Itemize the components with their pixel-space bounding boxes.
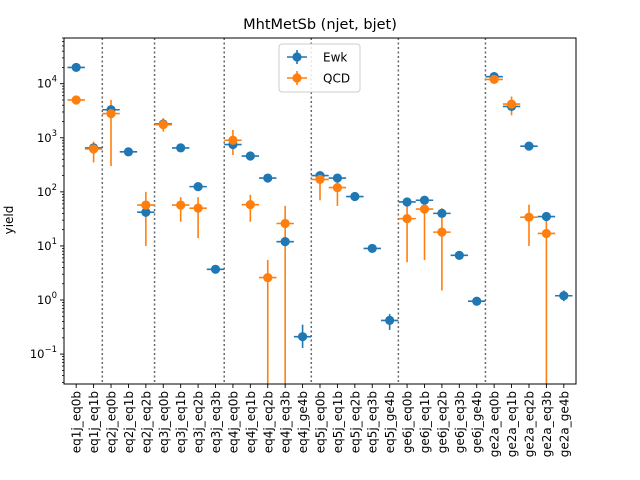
- legend-marker: [292, 52, 302, 62]
- x-tick-label: eq3j_eq1b: [174, 391, 188, 453]
- data-point: [385, 315, 395, 325]
- x-tick-label: eq3j_eq0b: [157, 391, 171, 453]
- data-point: [245, 151, 255, 161]
- x-tick-label: ge6j_eq2b: [435, 391, 449, 453]
- y-tick-label: 103: [37, 129, 57, 145]
- y-axis-label: yield: [2, 206, 16, 235]
- x-tick-label: eq4j_eq2b: [261, 391, 275, 453]
- data-point: [263, 173, 273, 183]
- y-axis: 10−1 100 101 102 103 104: [30, 37, 64, 383]
- x-tick-label: eq1j_eq1b: [87, 391, 101, 453]
- data-point: [158, 120, 168, 130]
- x-tick-label: ge2a_eq1b: [505, 391, 519, 457]
- data-point: [454, 250, 464, 260]
- data-point: [193, 203, 203, 213]
- y-tick-label: 101: [37, 237, 57, 253]
- error-bars: [67, 66, 573, 384]
- data-point: [332, 182, 343, 193]
- group-separators: [101, 38, 487, 384]
- data-point: [437, 208, 447, 218]
- x-tick-label: eq3j_eq3b: [209, 391, 223, 453]
- data-point: [71, 95, 81, 105]
- data-point: [210, 264, 221, 274]
- legend-label: Ewk: [323, 51, 347, 65]
- data-point: [228, 135, 238, 145]
- data-point: [280, 237, 290, 247]
- data-point: [419, 204, 430, 214]
- data-point: [315, 174, 325, 184]
- x-tick-label: ge2a_eq3b: [540, 391, 554, 457]
- legend-label: QCD: [323, 72, 350, 86]
- data-point: [280, 218, 290, 229]
- x-tick-label: ge6j_eq1b: [418, 391, 432, 453]
- x-tick-label: ge2a_eq0b: [488, 391, 502, 457]
- x-tick-label: eq2j_eq0b: [105, 391, 119, 453]
- data-point: [332, 173, 343, 183]
- y-tick-label: 100: [37, 291, 57, 307]
- x-axis: eq1j_eq0b eq1j_eq1b eq2j_eq0b eq2j_eq1b eq2j…: [70, 384, 571, 457]
- x-tick-label: eq4j_ge4b: [296, 391, 310, 453]
- x-tick-label: eq5j_eq3b: [366, 391, 380, 453]
- data-point: [350, 191, 360, 202]
- data-point: [141, 207, 151, 217]
- x-tick-label: eq3j_eq2b: [192, 391, 206, 453]
- data-point: [541, 211, 551, 222]
- data-point: [89, 144, 99, 154]
- y-tick-label: 10−1: [30, 345, 57, 361]
- data-point: [541, 228, 551, 239]
- x-tick-label: eq5j_eq2b: [348, 391, 362, 453]
- x-tick-label: ge6j_eq0b: [401, 391, 415, 453]
- data-point: [524, 141, 534, 151]
- data-point: [506, 99, 517, 109]
- x-tick-label: eq5j_ge4b: [383, 391, 397, 453]
- x-tick-label: eq4j_eq3b: [279, 391, 293, 453]
- data-point: [402, 197, 412, 207]
- x-tick-label: eq1j_eq0b: [70, 391, 84, 453]
- x-tick-label: eq4j_eq1b: [244, 391, 258, 453]
- legend-marker: [292, 73, 302, 83]
- x-tick-label: eq5j_eq0b: [314, 391, 328, 453]
- x-tick-label: eq5j_eq1b: [331, 391, 345, 453]
- x-tick-label: ge6j_ge4b: [470, 391, 484, 453]
- data-point: [419, 195, 430, 205]
- data-point: [297, 332, 308, 342]
- y-tick-label: 102: [37, 183, 57, 199]
- x-tick-label: ge2a_eq2b: [522, 391, 536, 457]
- data-point: [123, 147, 134, 157]
- data-point: [367, 243, 377, 254]
- data-point: [489, 74, 499, 85]
- data-point: [176, 143, 186, 153]
- data-point: [437, 227, 447, 237]
- data-point: [193, 182, 203, 192]
- data-point: [141, 200, 151, 210]
- x-tick-label: eq4j_eq0b: [226, 391, 240, 453]
- chart-title: MhtMetSb (njet, bjet): [243, 17, 397, 33]
- data-point: [106, 109, 116, 119]
- data-point: [524, 212, 534, 222]
- x-tick-label: eq2j_eq1b: [122, 391, 136, 453]
- data-point: [559, 291, 569, 301]
- x-tick-label: eq2j_eq2b: [139, 391, 153, 453]
- y-tick-label: 104: [37, 75, 57, 91]
- data-point: [176, 200, 186, 210]
- data-point: [402, 214, 412, 224]
- data-point: [263, 272, 273, 283]
- data-point: [245, 200, 255, 210]
- data-points: [71, 62, 569, 342]
- x-tick-label: ge2a_ge4b: [557, 391, 571, 457]
- x-tick-label: ge6j_eq3b: [453, 391, 467, 453]
- data-point: [472, 296, 482, 306]
- legend: Ewk QCD: [278, 43, 361, 93]
- data-point: [71, 62, 81, 73]
